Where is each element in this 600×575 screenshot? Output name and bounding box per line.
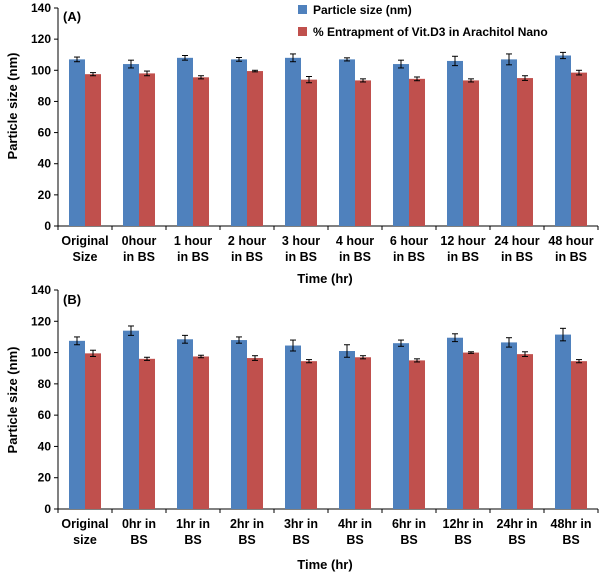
panel-b-bar-entrapment — [355, 357, 371, 509]
panel-a-bar-particle-size — [177, 57, 193, 227]
panel-b-bar-particle-size — [555, 334, 571, 509]
panel-a-bar-entrapment — [193, 77, 209, 227]
panel-b-y-tick-label: 140 — [31, 283, 51, 297]
panel-b-bar-entrapment — [301, 361, 317, 509]
panel-b-ylabel: Particle size (nm) — [5, 347, 20, 454]
panel-b-y-tick-label: 20 — [38, 471, 52, 485]
panel-b-bar-entrapment — [571, 361, 587, 509]
legend-label-entrapment: % Entrapment of Vit.D3 in Arachitol Nano — [313, 25, 548, 39]
panel-b-bar-particle-size — [393, 343, 409, 509]
panel-a-bar-particle-size — [447, 60, 463, 226]
panel-b-y-tick-label: 80 — [38, 377, 52, 391]
panel-b-xlabel: Time (hr) — [297, 557, 352, 572]
panel-a-category-label: 3 hour in BS — [282, 234, 320, 264]
panel-a-ylabel: Particle size (nm) — [5, 53, 20, 160]
panel-a-category-label: 24 hour in BS — [494, 234, 539, 264]
legend: Particle size (nm) % Entrapment of Vit.D… — [298, 3, 548, 39]
panel-b-category-label: 3hr in BS — [284, 517, 318, 547]
panel-b-bar-entrapment — [409, 360, 425, 509]
panel-b-y-tick-label: 0 — [44, 502, 51, 516]
panel-a-bar-entrapment — [571, 72, 587, 226]
panel-a-category-label: 12 hour in BS — [440, 234, 485, 264]
legend-swatch-entrapment — [298, 27, 307, 36]
panel-a-category-label: Original Size — [61, 234, 108, 264]
panel-a-bar-particle-size — [393, 64, 409, 226]
panel-b-bar-particle-size — [69, 340, 85, 509]
panel-b-label: (B) — [63, 292, 81, 307]
legend-swatch-particle-size — [298, 5, 307, 14]
panel-a-bar-particle-size — [555, 55, 571, 226]
panel-b-category-label: 6hr in BS — [392, 517, 426, 547]
legend-label-particle-size: Particle size (nm) — [313, 3, 412, 17]
panel-b-category-label: 4hr in BS — [338, 517, 372, 547]
panel-b-bar-particle-size — [285, 345, 301, 509]
panel-b-bar-particle-size — [447, 337, 463, 509]
panel-a-bar-entrapment — [355, 80, 371, 227]
panel-a-bar-entrapment — [517, 78, 533, 226]
panel-a-bar-entrapment — [139, 73, 155, 227]
panel-a-xlabel: Time (hr) — [297, 271, 352, 286]
panel-b-bar-particle-size — [501, 342, 517, 509]
panel-a-category-label: 1 hour in BS — [174, 234, 212, 264]
panel-b-category-label: 12hr in BS — [443, 517, 484, 547]
panel-b-category-label: 2hr in BS — [230, 517, 264, 547]
panel-a-chart: Particle size (nm) (A) Time (hr) Particl… — [5, 1, 599, 286]
panel-b-bar-entrapment — [463, 352, 479, 509]
panel-a-category-label: 48 hour in BS — [548, 234, 593, 264]
panel-b-bar-entrapment — [247, 358, 263, 509]
panel-b-bar-particle-size — [231, 340, 247, 509]
panel-a-y-tick-label: 100 — [31, 63, 51, 77]
panel-a-bar-particle-size — [339, 59, 355, 227]
panel-a-bar-entrapment — [463, 80, 479, 227]
panel-b-y-tick-label: 60 — [38, 408, 52, 422]
panel-a-y-tick-label: 60 — [38, 126, 52, 140]
panel-b-y-tick-label: 40 — [38, 439, 52, 453]
panel-a-y-tick-label: 0 — [44, 219, 51, 233]
panel-a-bar-particle-size — [501, 59, 517, 227]
panel-a-y-tick-label: 20 — [38, 188, 52, 202]
panel-a-bar-entrapment — [85, 74, 101, 226]
panel-a-category-label: 4 hour in BS — [336, 234, 374, 264]
panel-b-bar-entrapment — [193, 356, 209, 509]
panel-b-category-label: 48hr in BS — [551, 517, 592, 547]
panel-b-category-label: 1hr in BS — [176, 517, 210, 547]
panel-a-category-label: 2 hour in BS — [228, 234, 266, 264]
panel-b-category-label: Original size — [61, 517, 108, 547]
panel-b-bar-entrapment — [85, 353, 101, 509]
panel-a-y-tick-label: 80 — [38, 94, 52, 108]
panel-a-bar-particle-size — [285, 57, 301, 227]
panel-b-bar-entrapment — [139, 358, 155, 509]
panel-a-bar-entrapment — [301, 79, 317, 226]
panel-a-bar-entrapment — [247, 71, 263, 226]
panel-a-bar-particle-size — [123, 64, 139, 226]
panel-b-chart: Particle size (nm) (B) Time (hr) 0 20 40 60… — [5, 283, 599, 572]
panel-b-y-tick-label: 100 — [31, 346, 51, 360]
panel-b-bar-entrapment — [517, 354, 533, 509]
panel-a-bar-entrapment — [409, 78, 425, 226]
panel-b-bar-particle-size — [339, 351, 355, 509]
panel-a-bar-particle-size — [231, 59, 247, 227]
panel-a-y-tick-label: 120 — [31, 32, 51, 46]
panel-b-category-label: 24hr in BS — [497, 517, 538, 547]
panel-a-category-label: 0hour in BS — [122, 234, 157, 264]
panel-a-y-tick-label: 140 — [31, 1, 51, 15]
panel-b-category-label: 0hr in BS — [122, 517, 156, 547]
panel-b-bar-particle-size — [177, 339, 193, 509]
panel-b-y-tick-label: 120 — [31, 314, 51, 328]
panel-b-bar-particle-size — [123, 330, 139, 509]
panel-a-label: (A) — [63, 9, 81, 24]
panel-a-y-tick-label: 40 — [38, 157, 52, 171]
panel-a-category-label: 6 hour in BS — [390, 234, 428, 264]
panel-a-bar-particle-size — [69, 59, 85, 227]
